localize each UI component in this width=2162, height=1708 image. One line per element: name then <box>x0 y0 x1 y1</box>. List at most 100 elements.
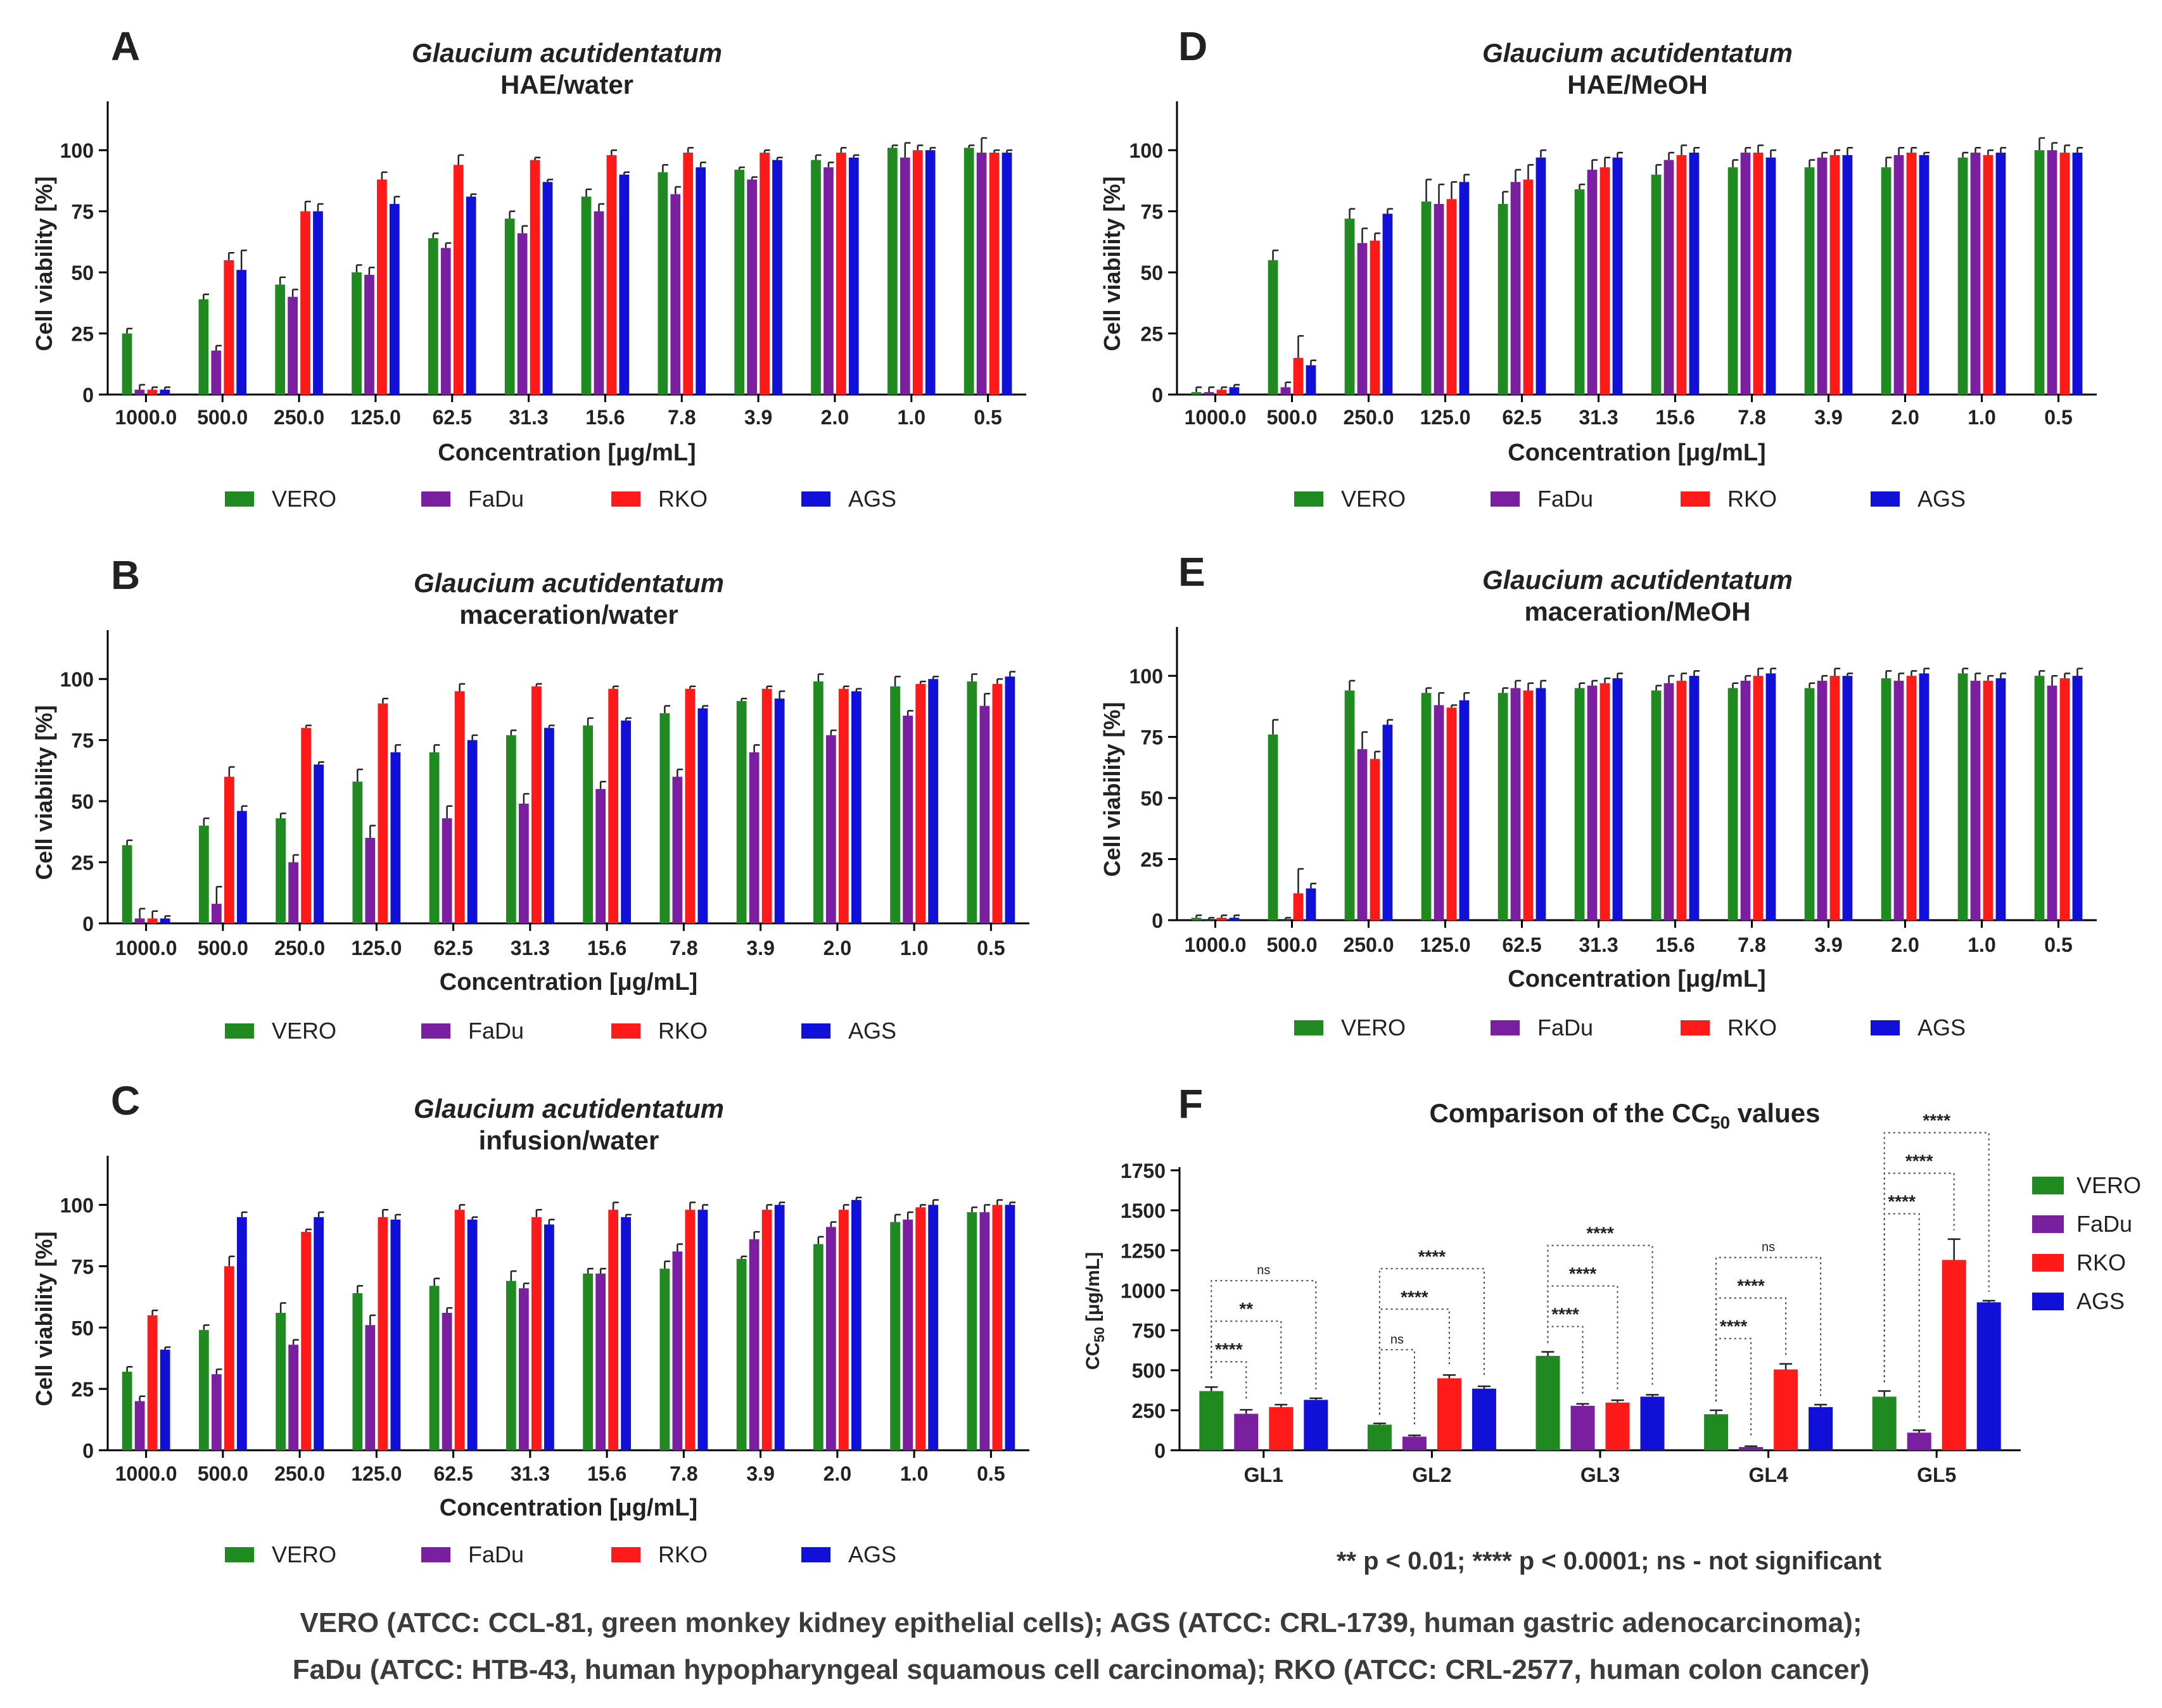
x-tick-label: 125.0 <box>351 1462 402 1485</box>
x-tick-label: 15.6 <box>1655 933 1695 956</box>
panel-subtitle: HAE/MeOH <box>1567 70 1708 99</box>
bar-fadu <box>1357 243 1368 395</box>
x-tick-label: GL2 <box>1412 1464 1451 1486</box>
bar-vero <box>813 681 823 923</box>
legend-label-ags: AGS <box>2076 1288 2125 1314</box>
legend-label-fadu: FaDu <box>1537 1015 1593 1041</box>
bar-vero <box>275 284 286 395</box>
significance-label: ns <box>1257 1263 1270 1277</box>
x-tick-label: 500.0 <box>1266 933 1317 956</box>
bar-rko <box>147 1315 158 1450</box>
bar-rko <box>1269 1407 1294 1450</box>
x-tick-label: 7.8 <box>1738 933 1765 956</box>
bar-fadu <box>1817 680 1828 920</box>
legend-swatch-fadu <box>421 1023 450 1039</box>
legend-label-rko: RKO <box>2076 1249 2126 1275</box>
significance-label: **** <box>1586 1224 1614 1243</box>
y-tick-label: 0 <box>82 384 94 407</box>
bar-rko <box>300 211 310 395</box>
bar-ags <box>544 728 554 923</box>
legend-swatch-ags <box>801 1023 830 1039</box>
bar-fadu <box>1970 680 1981 920</box>
bar-vero <box>1191 392 1202 395</box>
y-tick-label: 25 <box>1140 849 1163 871</box>
y-tick-label: 100 <box>60 139 94 162</box>
bar-ags <box>848 157 859 395</box>
x-axis-label: Concentration [μg/mL] <box>1508 966 1765 992</box>
bar-rko <box>224 776 234 923</box>
bar-rko <box>608 688 619 923</box>
bar-ags <box>1382 213 1393 395</box>
significance-bracket <box>1211 1320 1282 1396</box>
x-tick-label: 7.8 <box>1738 406 1765 429</box>
bar-rko <box>1523 690 1534 920</box>
bar-rko <box>1216 389 1227 395</box>
y-tick-label: 1000 <box>1121 1279 1166 1302</box>
bar-vero <box>352 1293 363 1450</box>
bar-fadu <box>134 389 145 395</box>
bar-ags <box>1306 888 1316 920</box>
legend-label-fadu: FaDu <box>2076 1211 2132 1237</box>
x-tick-label: 31.3 <box>1579 406 1618 429</box>
x-tick-label: 1000.0 <box>115 1462 177 1485</box>
y-tick-label: 25 <box>71 323 94 346</box>
bar-rko <box>760 153 770 395</box>
x-tick-label: 62.5 <box>433 406 472 429</box>
bar-vero <box>1881 167 1892 395</box>
bar-rko <box>1446 199 1457 395</box>
y-tick-label: 75 <box>1140 726 1163 749</box>
y-tick-label: 750 <box>1132 1320 1166 1343</box>
y-tick-label: 1250 <box>1121 1239 1166 1262</box>
x-tick-label: 3.9 <box>1814 406 1842 429</box>
bar-rko <box>1753 676 1764 920</box>
legend-label-vero: VERO <box>272 1018 336 1044</box>
bar-fadu <box>211 1374 222 1450</box>
bar-ags <box>621 1217 632 1450</box>
legend-swatch-ags <box>801 491 830 507</box>
bar-vero <box>1367 1424 1392 1450</box>
bar-vero <box>1704 1414 1729 1450</box>
bar-fadu <box>1510 182 1521 395</box>
bar-rko <box>301 1232 312 1450</box>
y-tick-label: 25 <box>71 852 94 875</box>
bar-rko <box>1216 918 1227 920</box>
bar-fadu <box>672 1251 683 1450</box>
legend-label-fadu: FaDu <box>1537 486 1593 512</box>
significance-label: **** <box>1215 1339 1243 1359</box>
bar-ags <box>621 720 632 923</box>
bar-ags <box>851 691 862 923</box>
bar-ags <box>314 1217 324 1450</box>
bar-vero <box>1727 167 1738 395</box>
y-tick-label: 25 <box>71 1378 94 1401</box>
x-tick-label: 500.0 <box>1266 406 1317 429</box>
bar-fadu <box>1663 160 1674 395</box>
x-tick-label: 15.6 <box>1655 406 1695 429</box>
panel-subtitle: infusion/water <box>479 1125 659 1155</box>
bar-fadu <box>211 904 222 923</box>
bar-fadu <box>976 153 987 395</box>
bar-fadu <box>1663 683 1674 920</box>
bar-ags <box>925 150 936 395</box>
x-tick-label: 7.8 <box>670 937 697 959</box>
bar-rko <box>992 683 1003 923</box>
bar-ags <box>696 167 706 395</box>
legend-swatch-rko <box>611 1547 640 1562</box>
significance-bracket <box>1883 1172 1955 1382</box>
bar-ags <box>160 918 170 923</box>
bar-fadu <box>1204 920 1214 921</box>
x-tick-label: 31.3 <box>1579 933 1618 956</box>
x-tick-label: 250.0 <box>1343 406 1394 429</box>
bar-fadu <box>1204 392 1214 395</box>
bar-vero <box>198 1330 209 1450</box>
x-tick-label: 62.5 <box>1502 406 1541 429</box>
bar-vero <box>659 713 670 923</box>
significance-label: **** <box>1720 1317 1748 1336</box>
bar-ags <box>697 1210 708 1450</box>
x-tick-label: 62.5 <box>1502 933 1541 956</box>
x-tick-label: 7.8 <box>668 406 696 429</box>
bar-vero <box>1957 157 1968 395</box>
bar-vero <box>963 148 974 395</box>
